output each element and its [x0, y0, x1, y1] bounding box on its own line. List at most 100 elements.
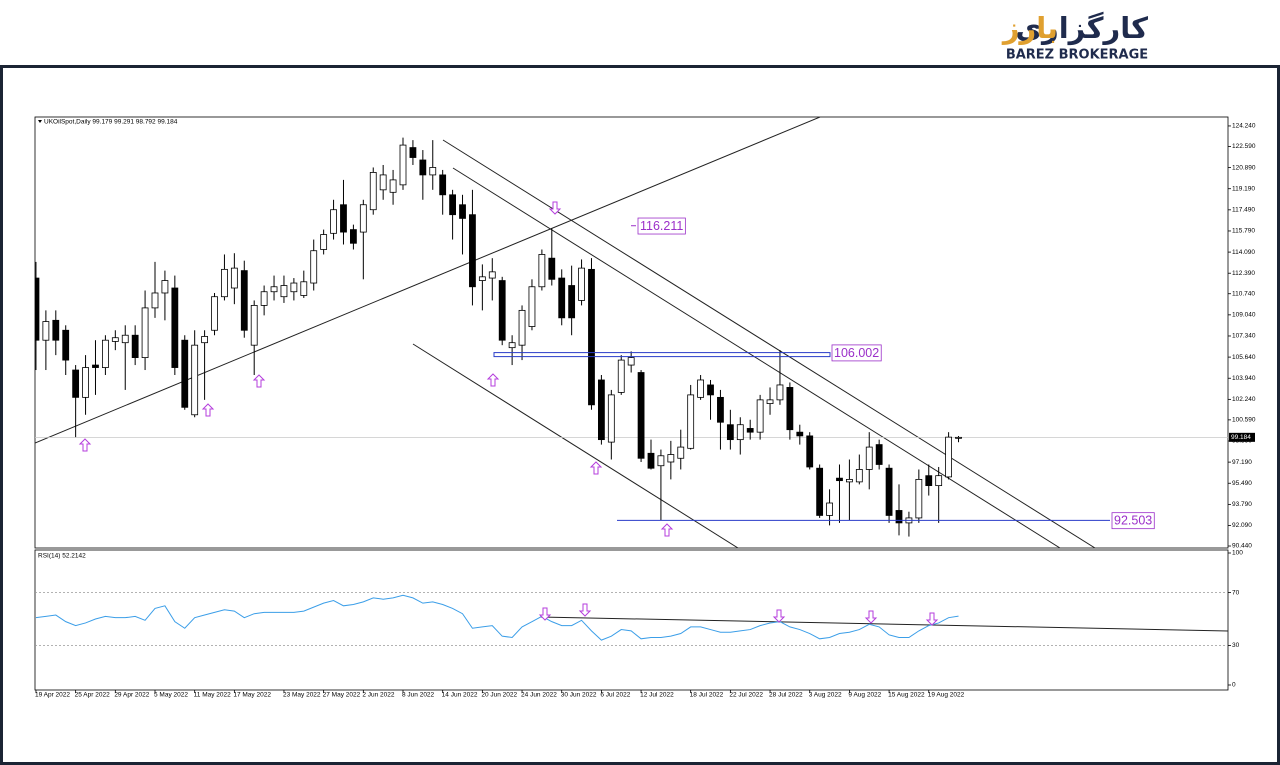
candle-body	[449, 194, 457, 216]
x-tick-label: 9 Aug 2022	[848, 692, 881, 699]
x-tick-label: 18 Jul 2022	[690, 692, 724, 699]
candle-body	[250, 305, 258, 346]
candle-body	[221, 268, 228, 298]
candle-body	[379, 174, 387, 191]
candle-body	[756, 399, 764, 433]
x-tick-label: 15 Aug 2022	[888, 692, 925, 699]
candle-body	[419, 159, 427, 176]
x-tick-label: 6 Jul 2022	[600, 692, 630, 699]
rsi-plot-border	[34, 549, 1229, 691]
candle-body	[349, 229, 357, 244]
candle-body	[399, 144, 407, 186]
candle-body	[895, 510, 903, 524]
candle-body	[131, 334, 139, 359]
candle-body	[230, 267, 238, 289]
logo-en: BAREZ BROKERAGE	[1006, 48, 1148, 63]
logo-fa-brand: بارز	[1001, 11, 1058, 45]
x-tick-label: 25 Apr 2022	[75, 692, 110, 699]
y-tick-label: 109.040	[1232, 312, 1256, 319]
y-tick-label: 110.740	[1232, 290, 1255, 297]
candle-body	[62, 329, 70, 361]
level-label-box	[1111, 512, 1155, 530]
candle-body	[846, 478, 853, 483]
chart-title: UKOilSpot,Daily 99.179 99.291 98.792 99.…	[44, 119, 178, 126]
candle-body	[141, 307, 149, 359]
candle-body	[181, 339, 189, 408]
level-zone	[493, 352, 831, 358]
candle-body	[796, 431, 804, 437]
level-label: 92.503	[1114, 514, 1152, 528]
candle-body	[111, 337, 119, 342]
candle-body	[528, 286, 536, 327]
candle-body	[637, 372, 645, 459]
candle-body	[280, 285, 288, 298]
candle-body	[72, 369, 80, 398]
candle-body	[776, 384, 784, 401]
candle-body	[102, 339, 109, 368]
x-tick-label: 8 Jun 2022	[402, 692, 435, 699]
menu-triangle	[38, 120, 42, 123]
x-tick-label: 14 Jun 2022	[442, 692, 478, 699]
rsi-y-tick-label: 70	[1232, 589, 1240, 596]
candle-body	[488, 271, 496, 279]
main-plot	[35, 117, 1228, 548]
y-tick-label: 120.890	[1232, 164, 1256, 171]
candle-body	[875, 444, 883, 465]
y-tick-label: 97.190	[1232, 459, 1252, 466]
candle-body	[439, 174, 447, 196]
candle-body	[389, 179, 397, 193]
x-tick-label: 30 Jun 2022	[561, 692, 597, 699]
candle-body	[717, 396, 724, 423]
candle-body	[558, 277, 566, 319]
rsi-y-tick-label: 0	[1232, 682, 1236, 689]
candle-body	[836, 477, 843, 482]
y-tick-label: 117.490	[1232, 207, 1255, 214]
y-tick-label: 114.090	[1232, 249, 1255, 256]
y-tick-label: 115.790	[1232, 228, 1255, 235]
candle-body	[607, 394, 615, 443]
candle-body	[161, 280, 169, 294]
x-tick-label: 22 Jul 2022	[729, 692, 763, 699]
candle-body	[697, 379, 704, 398]
candle-body	[538, 254, 546, 288]
candle-body	[945, 436, 952, 478]
candle-body	[826, 502, 833, 516]
level-label-box	[831, 344, 882, 362]
candle-body	[548, 257, 556, 280]
x-tick-label: 20 Jun 2022	[481, 692, 517, 699]
candle-body	[677, 446, 685, 459]
x-tick-label: 29 Apr 2022	[114, 692, 149, 699]
candle-body	[786, 387, 794, 431]
candle-body	[429, 167, 437, 176]
candle-body	[598, 379, 605, 441]
x-tick-label: 19 Aug 2022	[928, 692, 965, 699]
y-tick-label: 92.090	[1232, 522, 1252, 529]
candle-body	[469, 214, 476, 288]
channel-line	[412, 343, 739, 548]
candle-body	[191, 344, 199, 416]
x-tick-label: 19 Apr 2022	[35, 692, 70, 699]
candle-body	[35, 277, 40, 341]
candle-body	[806, 435, 814, 468]
candle-body	[330, 209, 337, 234]
candle-body	[726, 424, 734, 441]
candle-body	[92, 364, 99, 368]
x-tick-label: 17 May 2022	[233, 692, 271, 699]
x-tick-label: 28 Jul 2022	[769, 692, 803, 699]
candle-body	[369, 172, 377, 211]
candle-body	[687, 394, 695, 449]
candle-body	[498, 280, 506, 341]
candle-body	[82, 367, 89, 398]
candle-body	[42, 321, 50, 341]
y-tick-label: 105.640	[1232, 354, 1256, 361]
candle-body	[925, 475, 933, 487]
rsi-line	[35, 594, 959, 641]
candle-body	[766, 399, 774, 404]
rsi-plot	[35, 592, 1228, 646]
candle-body	[290, 282, 298, 293]
x-tick-label: 23 May 2022	[283, 692, 321, 699]
candle-body	[52, 319, 60, 341]
y-tick-label: 112.390	[1232, 270, 1255, 277]
candle-body	[121, 334, 129, 344]
rsi-y-tick-label: 100	[1232, 550, 1243, 557]
